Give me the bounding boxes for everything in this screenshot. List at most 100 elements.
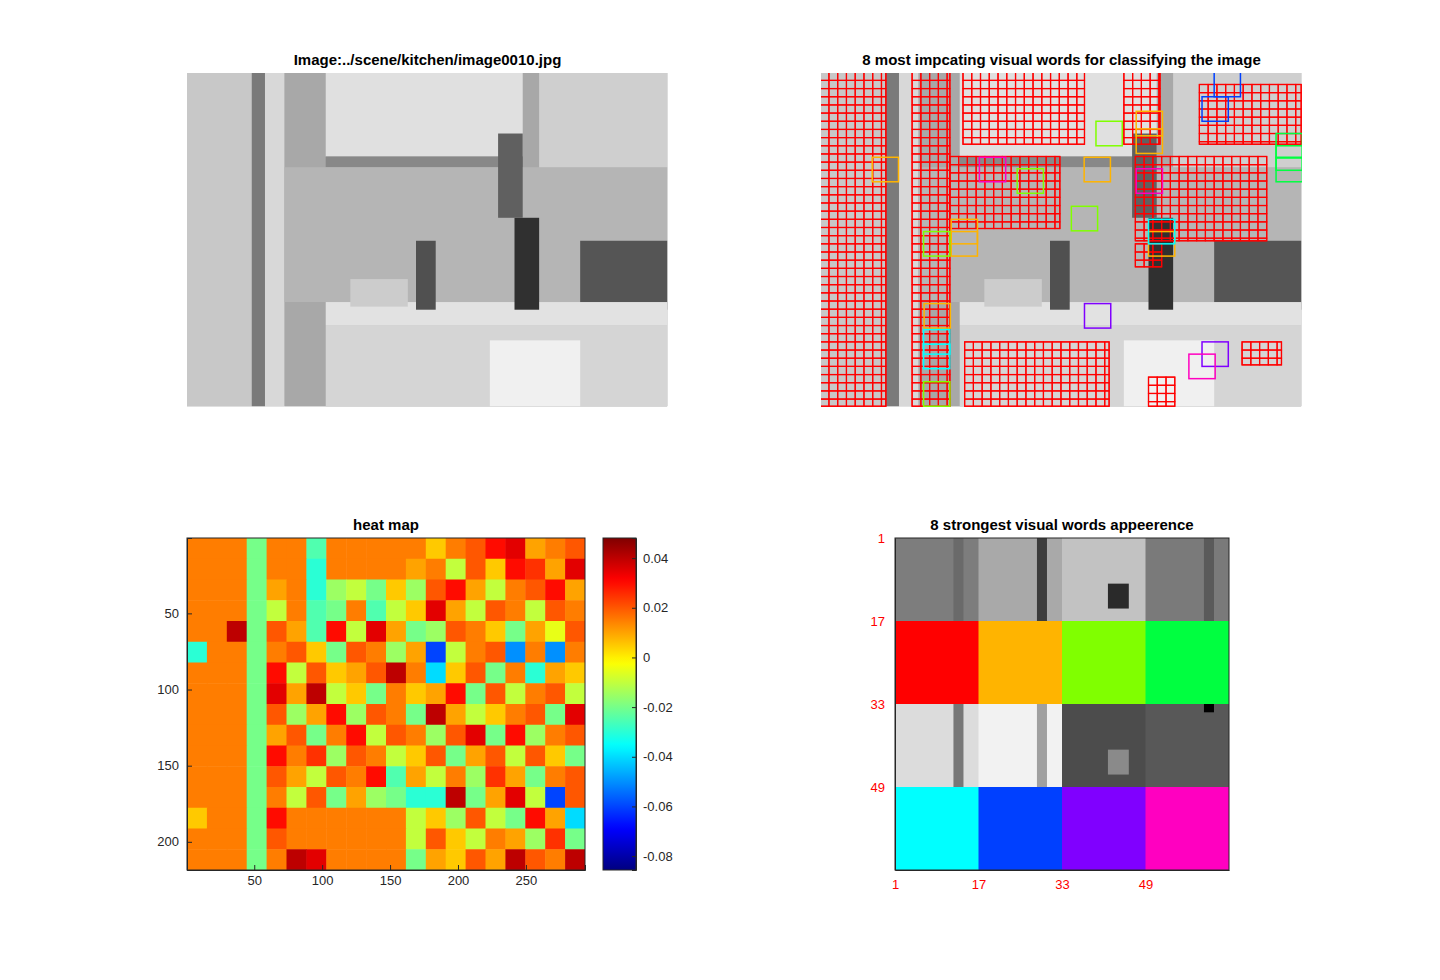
word-grid-cell: [1234, 101, 1243, 109]
word-grid-cell: [873, 309, 882, 317]
word-grid-cell: [873, 391, 882, 399]
word-grid-cell: [930, 219, 939, 227]
heat-cell: [346, 683, 366, 704]
word-grid-cell: [838, 293, 847, 301]
word-grid-cell: [821, 391, 829, 399]
word-grid-cell: [838, 399, 847, 406]
heat-cell: [187, 642, 207, 663]
word-grid-cell: [1234, 117, 1243, 125]
heat-cell: [306, 600, 326, 621]
tick: 0.02: [632, 600, 668, 615]
word-grid-cell: [1296, 134, 1301, 142]
heat-cell: [565, 808, 585, 829]
word-grid-cell: [921, 195, 930, 203]
word-grid-cell: [855, 219, 864, 227]
word-grid-cell: [1170, 197, 1179, 205]
heat-cell: [227, 600, 247, 621]
word-grid-cell: [881, 326, 885, 334]
word-grid-cell: [1016, 121, 1025, 129]
heat-cell: [227, 787, 247, 808]
word-grid-cell: [1033, 138, 1042, 145]
heat-cell: [207, 849, 227, 870]
word-grid-cell: [1217, 125, 1226, 133]
word-grid-cell: [930, 399, 939, 406]
word-grid-cell: [864, 138, 873, 146]
heat-cell: [486, 621, 506, 642]
word-grid-cell: [912, 334, 921, 342]
word-grid-cell: [855, 80, 864, 88]
word-grid-cell: [1205, 165, 1214, 173]
word-grid-cell: [1261, 134, 1270, 142]
word-box: [1096, 121, 1122, 146]
word-grid-cell: [973, 375, 982, 383]
word-grid-cell: [1008, 350, 1017, 358]
heat-cell: [227, 621, 247, 642]
word-grid-cell: [864, 236, 873, 244]
word-grid-cell: [873, 227, 882, 235]
word-grid-cell: [930, 211, 939, 219]
word-grid-cell: [1017, 358, 1026, 366]
word-grid-cell: [829, 73, 838, 80]
tick: 0: [632, 650, 650, 665]
word-grid-cell: [838, 105, 847, 113]
tick: 1: [892, 870, 899, 892]
tick-label: 49: [871, 780, 885, 795]
word-grid-cell: [1011, 157, 1020, 165]
word-patch: [1062, 538, 1146, 622]
word-grid-cell: [1166, 377, 1175, 385]
heat-cell: [227, 746, 247, 767]
word-grid-cell: [921, 301, 930, 309]
word-grid-cell: [855, 227, 864, 235]
word-grid-cell: [1240, 165, 1249, 173]
word-grid-cell: [1029, 173, 1038, 181]
word-grid-cell: [821, 309, 829, 317]
word-grid-cell: [1052, 375, 1061, 383]
word-grid-cell: [1033, 129, 1042, 137]
word-grid-cell: [1296, 93, 1301, 101]
word-grid-cell: [1043, 383, 1052, 391]
word-grid-cell: [1277, 358, 1281, 365]
word-grid-cell: [994, 206, 1003, 214]
word-grid-cell: [1124, 129, 1133, 137]
heat-cell: [306, 683, 326, 704]
tick-mark: [187, 690, 192, 691]
word-grid-cell: [855, 268, 864, 276]
word-grid-cell: [985, 189, 994, 197]
heat-cell: [247, 663, 267, 684]
photo-region: [580, 241, 667, 310]
word-grid-cell: [912, 236, 921, 244]
word-grid-cell: [1162, 197, 1171, 205]
heat-cell: [406, 829, 426, 850]
word-grid-cell: [838, 236, 847, 244]
heat-cell: [505, 808, 525, 829]
photo-region: [960, 325, 1301, 406]
heat-cell: [525, 829, 545, 850]
word-grid-cell: [1249, 214, 1258, 222]
word-grid-cell: [950, 165, 959, 173]
word-grid-cell: [982, 358, 991, 366]
word-grid-cell: [846, 203, 855, 211]
tick-mark: [526, 865, 527, 870]
word-grid-cell: [1016, 97, 1025, 105]
word-grid-cell: [838, 277, 847, 285]
word-grid-cell: [921, 244, 930, 252]
tick-mark: [187, 613, 192, 614]
word-grid-cell: [1208, 109, 1217, 117]
word-grid-cell: [881, 285, 885, 293]
word-grid-cell: [1278, 93, 1287, 101]
word-grid-cell: [1070, 350, 1079, 358]
word-grid-cell: [1008, 391, 1017, 399]
word-grid-cell: [1217, 101, 1226, 109]
heat-cell: [505, 766, 525, 787]
panel-title: 8 strongest visual words appeerence: [930, 516, 1193, 533]
word-grid-cell: [1179, 214, 1188, 222]
word-grid-cell: [1042, 121, 1051, 129]
word-grid-cell: [1024, 80, 1033, 88]
word-grid-cell: [846, 219, 855, 227]
word-grid-cell: [967, 197, 976, 205]
heat-cell: [545, 787, 565, 808]
heat-cell: [267, 787, 287, 808]
heat-cell: [207, 580, 227, 601]
tick-label: 49: [1139, 877, 1153, 892]
word-grid-cell: [1258, 189, 1267, 197]
